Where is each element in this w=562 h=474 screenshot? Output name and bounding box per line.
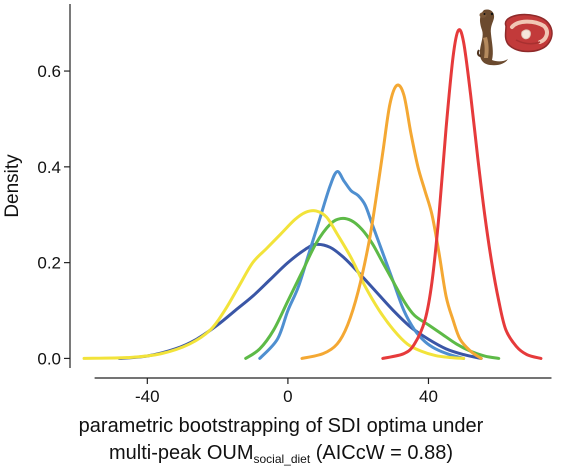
x-axis-title-subscript: social_diet bbox=[253, 452, 311, 466]
x-tick-label: 40 bbox=[419, 387, 438, 406]
density-curve-2 bbox=[258, 170, 466, 360]
density-curve-3 bbox=[244, 216, 501, 360]
y-tick-label: 0.4 bbox=[37, 158, 61, 177]
x-tick-label: 0 bbox=[283, 387, 292, 406]
x-axis-title-line1: parametric bootstrapping of SDI optima u… bbox=[78, 415, 484, 437]
x-axis-title-line2: multi-peak OUMsocial_diet (AICcW = 0.88) bbox=[0, 440, 562, 472]
density-curve-6 bbox=[381, 28, 543, 360]
x-axis-title-suffix: (AICcW = 0.88) bbox=[310, 442, 453, 464]
meat-steak-icon bbox=[504, 13, 553, 53]
y-axis-title: Density bbox=[2, 154, 23, 218]
y-tick-label: 0.0 bbox=[37, 349, 61, 368]
density-curve-5 bbox=[300, 83, 483, 360]
series-layer bbox=[82, 28, 543, 360]
axes: 0.0 0.2 0.4 0.6 -40 0 40 bbox=[37, 4, 552, 406]
density-curve-1 bbox=[117, 242, 483, 360]
density-curve-4 bbox=[82, 209, 466, 360]
x-tick-label: -40 bbox=[135, 387, 160, 406]
y-tick-label: 0.6 bbox=[37, 62, 61, 81]
y-tick-label: 0.2 bbox=[37, 254, 61, 273]
otter-icon bbox=[476, 9, 508, 66]
x-axis-title-prefix: multi-peak OUM bbox=[109, 442, 254, 464]
